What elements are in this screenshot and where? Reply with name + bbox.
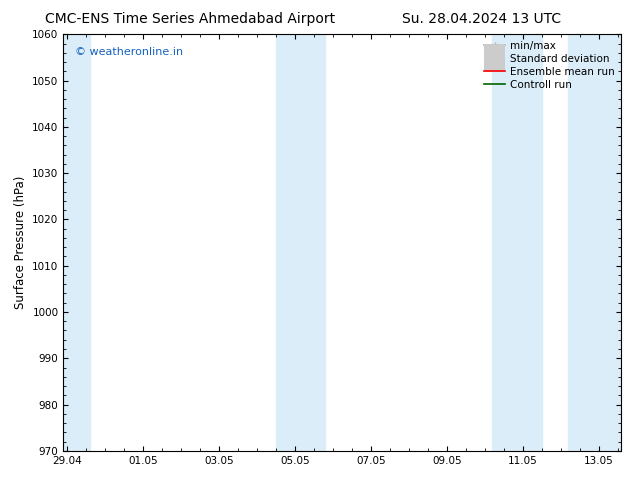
- Legend: min/max, Standard deviation, Ensemble mean run, Controll run: min/max, Standard deviation, Ensemble me…: [480, 36, 619, 94]
- Y-axis label: Surface Pressure (hPa): Surface Pressure (hPa): [14, 176, 27, 309]
- Bar: [568, 34, 621, 451]
- Bar: [63, 34, 90, 451]
- Bar: [276, 34, 325, 451]
- Bar: [492, 34, 541, 451]
- Text: CMC-ENS Time Series Ahmedabad Airport: CMC-ENS Time Series Ahmedabad Airport: [45, 12, 335, 26]
- Text: © weatheronline.in: © weatheronline.in: [75, 47, 183, 57]
- Text: Su. 28.04.2024 13 UTC: Su. 28.04.2024 13 UTC: [403, 12, 561, 26]
